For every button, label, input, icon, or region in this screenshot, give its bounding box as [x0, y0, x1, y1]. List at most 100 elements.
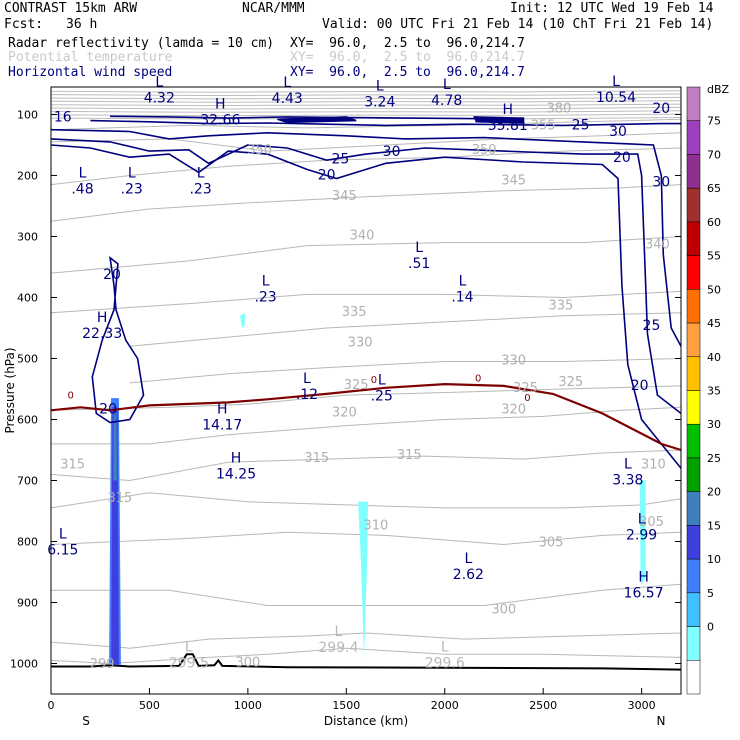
- extremum-mark-9: L: [197, 165, 205, 181]
- extremum-mark-12: L: [459, 273, 467, 289]
- theta-line-11: [50, 236, 682, 274]
- extremum-mark-17: H: [231, 450, 242, 466]
- theta-label-22: 310: [641, 457, 666, 472]
- theta-label-8: 325: [558, 375, 583, 390]
- colorbar-label-7: 35: [707, 385, 721, 398]
- theta-line-10: [50, 290, 682, 314]
- jet-core-west: [277, 116, 357, 124]
- theta-label-13: 340: [350, 229, 375, 244]
- theta-line-7: [50, 385, 682, 411]
- y-tick-label-8: 900: [17, 596, 38, 609]
- field-radar-name: Radar reflectivity (lamda = 10 cm): [8, 36, 275, 51]
- forecast-hour: 36 h: [66, 17, 98, 32]
- extremum-mark-19: L: [638, 511, 646, 527]
- wind-contour-2: [50, 128, 682, 347]
- colorbar-box-0: [686, 86, 701, 121]
- wind-label-5: 25: [572, 118, 590, 134]
- forecast-label: Fcst:: [4, 17, 44, 32]
- wind-label-4: 30: [383, 144, 401, 160]
- extremum-mark-1: L: [283, 75, 291, 91]
- extremum-value-14: .12: [296, 387, 318, 403]
- model-name: CONTRAST 15km ARW: [4, 1, 138, 16]
- extremum-value-9: .23: [189, 181, 211, 197]
- colorbar-label-13: 65: [707, 182, 721, 195]
- extremum-value-16: 14.17: [202, 418, 242, 434]
- wind-contour-1: [50, 138, 682, 415]
- theta-label-1: 315: [107, 491, 132, 506]
- wind-label-3: 25: [331, 151, 349, 167]
- theta-contours: [50, 90, 682, 665]
- theta-label-14: 340: [645, 238, 670, 253]
- x-tick-label-1: 500: [139, 699, 160, 712]
- x-tick-label-3: 1500: [332, 699, 360, 712]
- strat-theta-line-3: [50, 100, 682, 103]
- theta-line-15: [50, 118, 682, 131]
- extremum-mark-13: H: [97, 310, 108, 326]
- zero-label-2: 0: [475, 374, 481, 385]
- wind-label-1: 20: [99, 401, 117, 417]
- theta-label-15: 345: [332, 189, 357, 204]
- extremum-value-18: 3.38: [612, 472, 643, 488]
- colorbar-box-6: [686, 289, 701, 324]
- colorbar-label-3: 15: [707, 519, 721, 532]
- extremum-value-10: .51: [408, 256, 430, 272]
- colorbar-box-9: [686, 390, 701, 425]
- colorbar-label-14: 70: [707, 148, 721, 161]
- extremum-mark-10: L: [415, 240, 423, 256]
- theta-label-25: 300: [491, 602, 516, 617]
- colorbar-box-7: [686, 322, 701, 358]
- theta-label-3: 315: [397, 448, 422, 463]
- strat-theta-line-2: [50, 96, 682, 100]
- colorbar-label-5: 25: [707, 452, 721, 465]
- extremum-value-11: .23: [254, 289, 276, 305]
- reflectivity-shading: [109, 312, 646, 665]
- extremum-value-3: 4.78: [431, 93, 462, 109]
- north-label: N: [657, 714, 666, 728]
- y-tick-label-4: 500: [17, 352, 38, 365]
- theta-line-1: [50, 632, 682, 649]
- colorbar-box-16: [686, 626, 701, 661]
- field-theta-name: Potential temperature: [8, 50, 173, 65]
- wind-label-11: 20: [631, 378, 649, 394]
- theta-label-5: 320: [501, 402, 526, 417]
- theta-line-9: [129, 312, 682, 347]
- extremum-mark-24: L: [335, 624, 343, 640]
- zero-label-0: 0: [68, 391, 74, 402]
- strat-theta-line-1: [50, 93, 682, 97]
- colorbar-label-2: 10: [707, 553, 721, 566]
- wind-label-10: 25: [643, 318, 661, 334]
- theta-label-23: 305: [639, 515, 664, 530]
- wind-label-0: 20: [103, 267, 121, 283]
- extremum-value-4: 10.54: [596, 90, 636, 106]
- extremum-value-15: .25: [371, 388, 393, 404]
- theta-label-12: 335: [548, 299, 573, 314]
- theta-label-2: 315: [304, 451, 329, 466]
- theta-label-24: 305: [539, 535, 564, 550]
- colorbar-box-4: [686, 221, 701, 256]
- zero-label-1: 0: [371, 375, 377, 386]
- wind-label-6: 30: [609, 124, 627, 140]
- theta-line-12: [50, 184, 682, 222]
- extremum-mark-0: L: [155, 75, 163, 91]
- extremum-mark-18: L: [624, 456, 632, 472]
- extremum-mark-25: L: [441, 639, 449, 655]
- extremum-value-21: 2.62: [453, 567, 484, 583]
- theta-label-26: 300: [235, 656, 260, 671]
- init-time: Init: 12 UTC Wed 19 Feb 14: [510, 1, 714, 16]
- wind-contour-3: [90, 119, 681, 127]
- plot-frame: [50, 86, 682, 695]
- theta-label-7: 325: [513, 381, 538, 396]
- center-name: NCAR/MMM: [242, 1, 305, 16]
- wind-contours: [50, 115, 682, 469]
- strat-theta-line-7: [50, 113, 682, 117]
- theta-label-6: 325: [344, 378, 369, 393]
- y-axis-title: Pressure (hPa): [3, 347, 17, 433]
- theta-line-4: [50, 492, 682, 509]
- extremum-mark-4: L: [612, 74, 620, 90]
- extremum-value-0: 4.32: [144, 91, 175, 107]
- theta-label-10: 330: [501, 354, 526, 369]
- extremum-value-23: 299.5: [169, 655, 209, 671]
- colorbar-box-8: [686, 356, 701, 391]
